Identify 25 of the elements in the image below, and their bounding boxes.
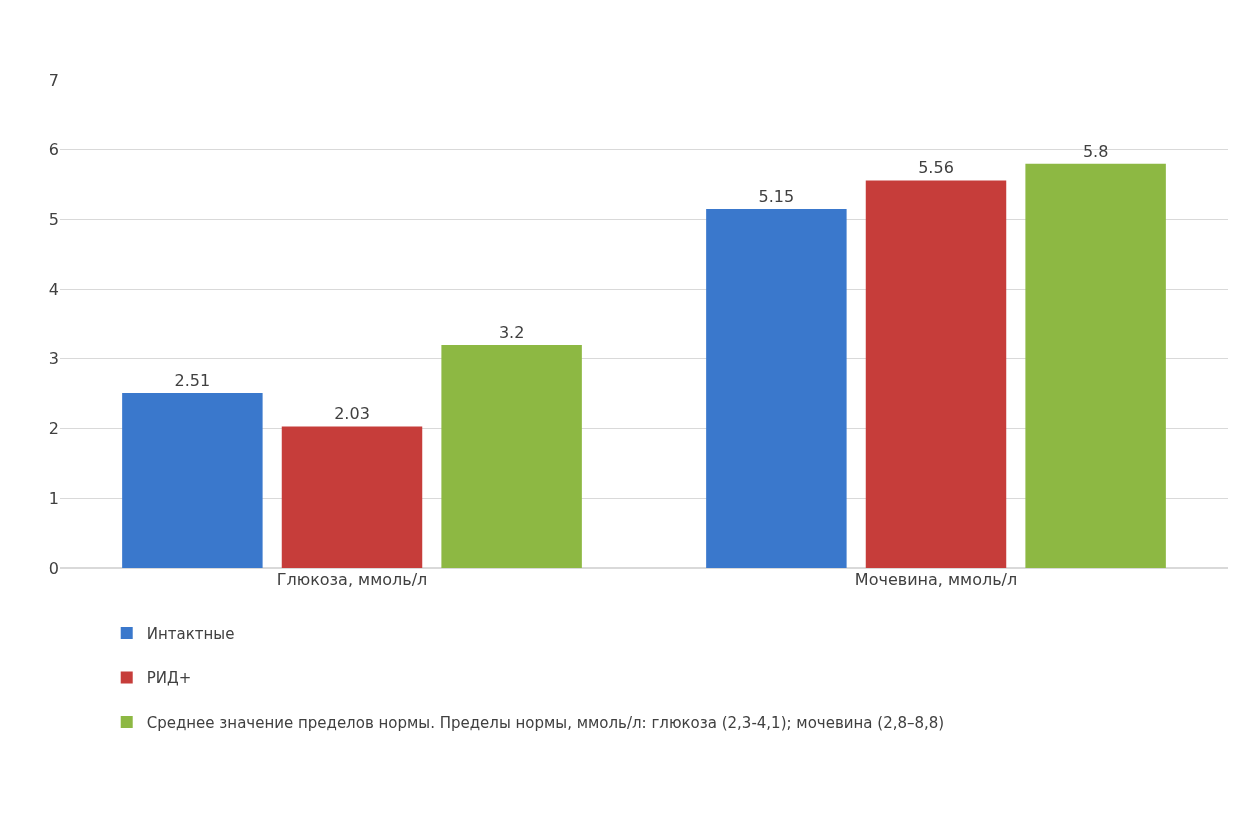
bar bbox=[865, 180, 1007, 568]
x-tick-label: Глюкоза, ммоль/л bbox=[276, 570, 428, 589]
bar bbox=[441, 344, 582, 568]
y-tick-label: 2 bbox=[48, 419, 59, 439]
bar bbox=[281, 426, 423, 568]
data-label: 2.51 bbox=[174, 371, 211, 391]
y-tick-label: 4 bbox=[48, 279, 59, 299]
bar bbox=[706, 208, 847, 568]
legend-label: Среднее значение пределов нормы. Пределы нормы, ммоль/л: глюкоза (2,3-4,1); мочевина (2,8–8,8) bbox=[146, 713, 945, 732]
y-tick-label: 7 bbox=[48, 70, 59, 90]
y-tick-label: 1 bbox=[48, 488, 59, 508]
bar bbox=[1025, 163, 1166, 568]
y-tick-label: 0 bbox=[48, 558, 59, 578]
y-tick-label: 6 bbox=[48, 140, 59, 160]
data-label: 5.56 bbox=[918, 158, 954, 178]
data-label: 3.2 bbox=[498, 322, 525, 342]
y-tick-label: 3 bbox=[48, 349, 59, 369]
data-label: 2.03 bbox=[334, 404, 370, 424]
legend-label: РИД+ bbox=[146, 669, 192, 688]
x-tick-label: Мочевина, ммоль/л bbox=[854, 570, 1018, 589]
y-tick-label: 5 bbox=[48, 210, 59, 230]
bar bbox=[122, 393, 263, 568]
legend-label: Интактные bbox=[146, 624, 235, 643]
data-label: 5.8 bbox=[1082, 141, 1109, 161]
data-label: 5.15 bbox=[758, 186, 795, 206]
